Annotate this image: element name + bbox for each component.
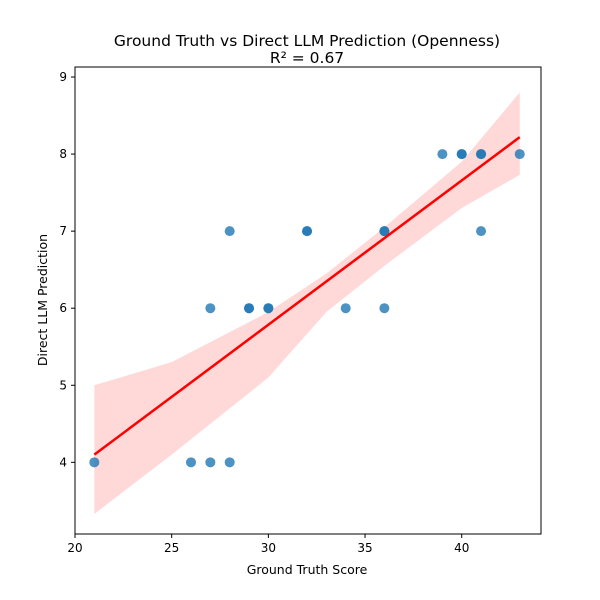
x-axis-label: Ground Truth Score [247,562,368,577]
regression-line [93,136,521,456]
data-point [244,303,255,314]
data-point [302,226,313,237]
y-tick-label: 5 [59,378,67,392]
data-point [476,226,487,237]
data-point [379,303,390,314]
y-axis-label: Direct LLM Prediction [35,234,50,366]
plot-frame [74,66,542,535]
data-point [437,149,448,160]
y-tick-label: 6 [59,301,67,315]
data-point [224,457,235,468]
y-axis: 4 5 6 7 8 9 [59,70,75,469]
x-tick-label: 20 [67,541,82,555]
data-point [224,226,235,237]
data-point [456,149,467,160]
data-point [379,226,390,237]
data-point [514,149,525,160]
data-point [186,457,197,468]
plot-area [89,92,525,514]
data-point [205,303,216,314]
y-tick-label: 4 [59,455,67,469]
data-point [263,303,274,314]
x-tick-label: 35 [357,541,372,555]
y-tick-label: 9 [59,70,67,84]
data-point [89,457,100,468]
x-axis: 20 25 30 35 40 [67,534,469,555]
confidence-band [94,92,520,514]
x-tick-label: 30 [261,541,276,555]
data-point [340,303,351,314]
y-tick-label: 7 [59,224,67,238]
data-point [205,457,216,468]
chart-subtitle: R² = 0.67 [270,49,344,67]
x-tick-label: 40 [454,541,469,555]
data-point [476,149,487,160]
x-tick-label: 25 [164,541,179,555]
y-tick-label: 8 [59,147,67,161]
chart-title: Ground Truth vs Direct LLM Prediction (O… [114,32,500,50]
